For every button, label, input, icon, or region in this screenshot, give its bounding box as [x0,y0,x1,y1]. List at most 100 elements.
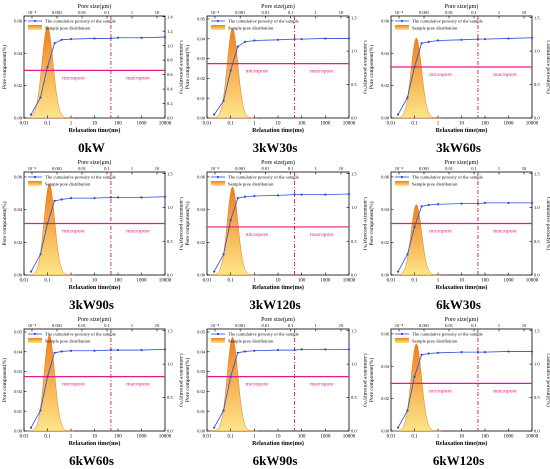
y-tick-label: 0.06 [197,175,206,180]
cumulative-point [427,352,430,355]
top-tick-label: 10 [522,10,527,15]
x-tick-label: 0.1 [411,122,418,127]
y-right-axis-label: Cumulative porosity(%) [362,197,367,250]
cumulative-point [46,65,49,69]
x-tick-label: 10000 [526,435,539,440]
cumulative-point [60,198,63,201]
x-tick-label: 10 [459,435,465,440]
micropore-label: micropore [62,382,85,388]
legend-marker [33,19,37,23]
cumulative-point [69,38,73,41]
legend-label-distribution: Sample pore distribution [412,338,458,343]
x-tick-label: 100 [298,279,306,284]
x-tick-label: 1 [70,279,73,284]
cumulative-point [39,253,42,256]
cumulative-point [109,196,113,199]
top-axis-label: Pore size(μm) [261,159,295,166]
y-right-tick-label: 1.5 [534,171,540,176]
panel-3kw60s: micropore macropore 0.01 0.1 1 10 100 1000 10000… [367,0,550,156]
cumulative-point [507,350,510,353]
pore-distribution-area [207,27,258,119]
x-axis-label: Relaxation time(ms) [69,284,121,291]
legend-marker [216,19,220,23]
x-axis-label: Relaxation time(ms) [252,284,304,291]
top-axis-label: Pore size(μm) [445,3,479,10]
cumulative-point [300,38,303,41]
cumulative-point [413,375,416,378]
y-tick-label: 0.05 [197,17,206,22]
top-tick-label: 0.01 [445,10,453,15]
cumulative-point [163,35,167,39]
legend-label-cumulative: The cumulative porosity of the sample [412,332,483,337]
legend-label-distribution: Sample pore distribution [45,25,91,30]
cumulative-point [163,348,167,351]
x-tick-label: 1 [437,122,440,127]
cumulative-point [413,225,416,229]
legend-marker [33,332,37,336]
top-axis-label: Pore size(μm) [261,3,295,10]
macropore-label: macropore [493,72,517,78]
x-tick-label: 10000 [343,122,356,127]
top-tick-label: 10 [155,323,160,328]
y-tick-label: 0.04 [14,349,23,354]
top-tick-label: 0.01 [445,323,453,328]
cumulative-point [60,38,63,41]
top-axis-label: Pore size(μm) [78,159,112,166]
y-tick-label: 0.06 [381,175,390,180]
y-right-axis-label: Cumulative porosity(%) [178,197,183,250]
x-tick-label: 0.01 [20,435,29,440]
micropore-label: micropore [429,229,452,235]
x-tick-label: 1000 [137,122,148,127]
x-axis-label: Relaxation time(ms) [252,440,304,447]
x-tick-label: 0.01 [203,279,212,284]
legend-area-swatch [395,338,409,343]
cumulative-point [29,426,33,429]
cumulative-point [420,205,423,208]
legend-marker [33,175,37,179]
top-tick-label: 10 [155,10,160,15]
top-tick-label: 10 [339,323,344,328]
top-tick-label: 0.001 [52,323,62,328]
cumulative-point [69,349,73,352]
y-tick-label: 0.00 [197,429,206,434]
y-right-tick-label: 0.6 [167,72,173,77]
y-tick-label: 0.02 [381,396,389,401]
y-right-axis-label: Cumulative porosity(%) [362,353,367,406]
cumulative-point [39,96,42,99]
x-tick-label: 0.01 [20,122,29,127]
top-tick-label: 0.01 [261,166,269,171]
legend-label-cumulative: The cumulative porosity of the sample [45,19,116,24]
x-tick-label: 100 [114,279,122,284]
top-axis-label: Pore size(μm) [261,316,295,323]
top-tick-label: 10 [339,166,344,171]
pore-distribution-area [24,183,74,276]
y-right-tick-label: 1.0 [534,49,540,54]
panel-caption: 3kW30s [252,140,298,155]
y-tick-label: 0.00 [14,429,23,434]
y-right-tick-label: 1.5 [534,328,540,333]
x-tick-label: 10000 [159,435,172,440]
top-tick-label: 0.001 [419,323,429,328]
macropore-label: macropore [310,69,334,75]
cumulative-point [116,36,120,39]
y-tick-label: 0.01 [14,409,22,414]
x-tick-label: 0.1 [228,279,235,284]
legend-label-cumulative: The cumulative porosity of the sample [412,175,483,180]
cumulative-point [46,375,49,378]
top-tick-label: 10⁻⁴ [28,10,37,15]
y-tick-label: 0.01 [197,96,205,101]
y-tick-label: 0.04 [14,51,23,56]
x-axis-label: Relaxation time(ms) [436,284,488,291]
x-tick-label: 1 [253,122,256,127]
cumulative-point [29,113,33,116]
cumulative-point [109,348,113,352]
cumulative-point [427,203,430,207]
micropore-label: micropore [62,75,85,81]
cumulative-point [222,99,225,103]
legend-label-distribution: Sample pore distribution [412,181,458,186]
cumulative-point [53,42,56,45]
cumulative-point [39,409,42,412]
